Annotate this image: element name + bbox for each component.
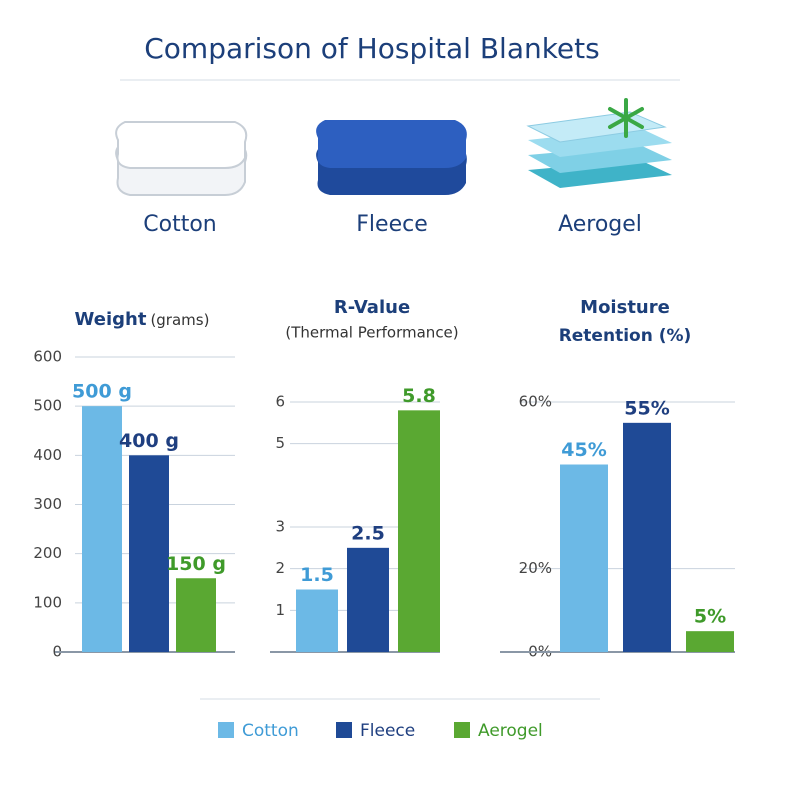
y-tick-label: 200 (33, 544, 62, 562)
legend-label: Cotton (242, 721, 299, 741)
value-label: 400 g (119, 430, 179, 452)
bar (686, 631, 734, 652)
legend-swatch (336, 722, 352, 738)
chart-title: Moisture (580, 297, 670, 318)
y-tick-label: 5 (275, 434, 285, 452)
y-tick-label: 6 (275, 393, 285, 411)
value-label: 150 g (166, 553, 226, 575)
bar (82, 406, 122, 652)
chart-subtitle: (Thermal Performance) (285, 324, 458, 342)
y-tick-label: 2 (275, 559, 285, 577)
product-label: Fleece (356, 212, 427, 237)
value-label: 1.5 (300, 564, 334, 586)
y-tick-label: 100 (33, 593, 62, 611)
bar (347, 547, 389, 652)
legend-label: Fleece (360, 721, 415, 741)
chart-title: Weight (grams) (75, 309, 210, 330)
bar (398, 410, 440, 652)
value-label: 55% (624, 397, 669, 419)
y-tick-label: 20% (519, 559, 552, 577)
y-tick-label: 500 (33, 397, 62, 415)
value-label: 2.5 (351, 522, 385, 544)
value-label: 5.8 (402, 385, 436, 407)
product-label: Cotton (143, 212, 216, 237)
bar (296, 589, 338, 652)
bar (129, 455, 169, 652)
value-label: 500 g (72, 381, 132, 403)
bar (623, 422, 671, 652)
y-tick-label: 400 (33, 446, 62, 464)
y-tick-label: 600 (33, 348, 62, 366)
chart-subtitle: Retention (%) (559, 326, 692, 346)
y-tick-label: 3 (275, 518, 285, 536)
legend-swatch (454, 722, 470, 738)
bar (176, 578, 216, 652)
fleece-icon (316, 120, 467, 195)
product-label: Aerogel (558, 212, 642, 237)
chart-title-main: Weight (75, 309, 147, 330)
aerogel-icon (526, 98, 672, 188)
y-tick-label: 300 (33, 495, 62, 513)
y-tick-label: 1 (275, 601, 285, 619)
bar (560, 464, 608, 652)
page-title: Comparison of Hospital Blankets (144, 32, 599, 65)
legend-label: Aerogel (478, 721, 543, 741)
y-tick-label: 60% (519, 393, 552, 411)
legend-swatch (218, 722, 234, 738)
cotton-icon (115, 121, 248, 196)
chart-title: R-Value (334, 297, 410, 318)
value-label: 45% (561, 439, 606, 461)
chart-title-unit: (grams) (150, 311, 209, 329)
value-label: 5% (694, 606, 726, 628)
